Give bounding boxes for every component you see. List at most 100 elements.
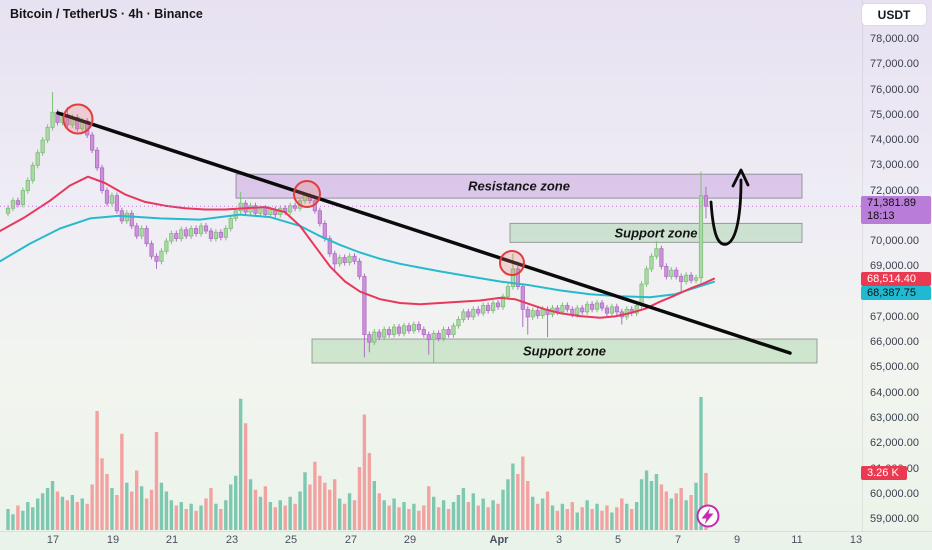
volume-bar — [402, 502, 406, 530]
volume-bar — [694, 482, 698, 530]
currency-toggle-button[interactable]: USDT — [862, 4, 926, 25]
candle-body — [580, 307, 585, 313]
candle-body — [337, 257, 342, 265]
symbol-title[interactable]: Bitcoin / TetherUS · 4h · Binance — [10, 7, 203, 21]
volume-bar — [412, 503, 416, 530]
volume-bar — [209, 488, 213, 530]
time-axis-label: Apr — [489, 534, 509, 546]
candle-body — [164, 240, 169, 252]
volume-bar — [6, 509, 10, 530]
volume-bar — [471, 493, 475, 530]
volume-bar — [357, 467, 362, 530]
volume-bar — [169, 500, 174, 530]
volume-bar — [164, 491, 169, 530]
candle-body — [490, 302, 496, 311]
candle-body — [679, 276, 684, 282]
volume-bar — [526, 481, 530, 530]
volume-bar — [318, 475, 322, 530]
candle-body — [436, 332, 441, 339]
volume-bar — [511, 463, 515, 530]
volume-bar — [446, 509, 451, 530]
price-axis-label: 66,000.00 — [870, 336, 919, 349]
volume-bar — [377, 493, 381, 530]
candle-body — [476, 308, 481, 314]
candle-body — [659, 248, 664, 267]
candle-body — [530, 310, 535, 318]
volume-bar — [199, 505, 203, 530]
volume-bar — [31, 507, 35, 530]
time-axis-label: 7 — [674, 534, 682, 546]
time-axis-label: 3 — [555, 534, 563, 546]
volume-bar — [432, 496, 436, 530]
candle-body — [510, 268, 516, 287]
candle-body — [560, 305, 565, 313]
candle-body — [669, 269, 674, 277]
time-axis-label: 27 — [344, 534, 358, 546]
touch-circle — [62, 103, 94, 135]
price-axis-label: 67,000.00 — [870, 310, 919, 323]
price-axis-label: 76,000.00 — [870, 83, 919, 96]
arrow-curve — [709, 178, 743, 246]
candle-body — [570, 308, 575, 315]
volume-bar — [555, 510, 560, 530]
candle-body — [614, 306, 619, 313]
volume-bar — [263, 486, 268, 530]
volume-bar — [367, 453, 372, 530]
candle-body — [411, 324, 417, 332]
volume-bar — [189, 503, 193, 530]
candle-body — [689, 274, 694, 281]
volume-bar — [303, 472, 307, 530]
price-axis-label: 63,000.00 — [870, 411, 919, 424]
volume-bar — [75, 502, 79, 530]
volume-bar — [90, 484, 94, 530]
price-axis-label: 74,000.00 — [870, 134, 919, 147]
volume-bar — [248, 479, 253, 530]
volume-bar — [144, 498, 149, 530]
candle-body — [372, 331, 377, 343]
ma-fast-price-badge: 68,514.40 — [861, 271, 931, 286]
candle-body — [154, 255, 159, 262]
candle-body — [5, 207, 11, 214]
volume-bar — [441, 500, 446, 530]
candle-body — [45, 127, 50, 141]
volume-bar — [397, 507, 401, 530]
volume-bar — [634, 502, 639, 530]
volume-bar — [308, 484, 312, 530]
candle-body — [327, 238, 332, 255]
volume-bar — [238, 398, 243, 530]
candle-body — [693, 277, 699, 281]
volume-bar — [610, 512, 614, 530]
volume-bar — [580, 507, 584, 530]
volume-bar — [352, 500, 357, 530]
volume-bar — [516, 474, 520, 530]
candle-body — [322, 223, 327, 239]
volume-bar — [630, 509, 634, 530]
candle-body — [575, 307, 580, 315]
price-axis-label: 78,000.00 — [870, 33, 919, 45]
candle-body — [698, 195, 704, 279]
candle-body — [585, 303, 590, 313]
volume-bar — [243, 423, 248, 530]
volume-bar — [535, 503, 540, 530]
volume-bar — [590, 509, 594, 530]
price-axis-label: 69,000.00 — [870, 260, 919, 273]
candle-body — [104, 190, 110, 204]
descending-trendline[interactable] — [56, 111, 792, 355]
volume-bar — [135, 470, 139, 530]
volume-bar — [684, 500, 688, 530]
candle-body — [228, 217, 233, 229]
time-axis-label: 9 — [733, 534, 741, 546]
price-axis-label: 64,000.00 — [870, 386, 919, 399]
volume-bar — [234, 475, 238, 530]
last-price-badge: 71,381.89 18:13 — [861, 196, 931, 225]
candle-body — [500, 296, 506, 308]
touch-circle — [293, 180, 321, 208]
volume-bar — [278, 500, 282, 530]
volume-bar — [214, 503, 218, 530]
volume-bar — [224, 500, 228, 530]
touch-circle — [499, 250, 525, 276]
flash-marker[interactable] — [696, 504, 720, 528]
price-axis-label: 60,000.00 — [870, 487, 919, 500]
